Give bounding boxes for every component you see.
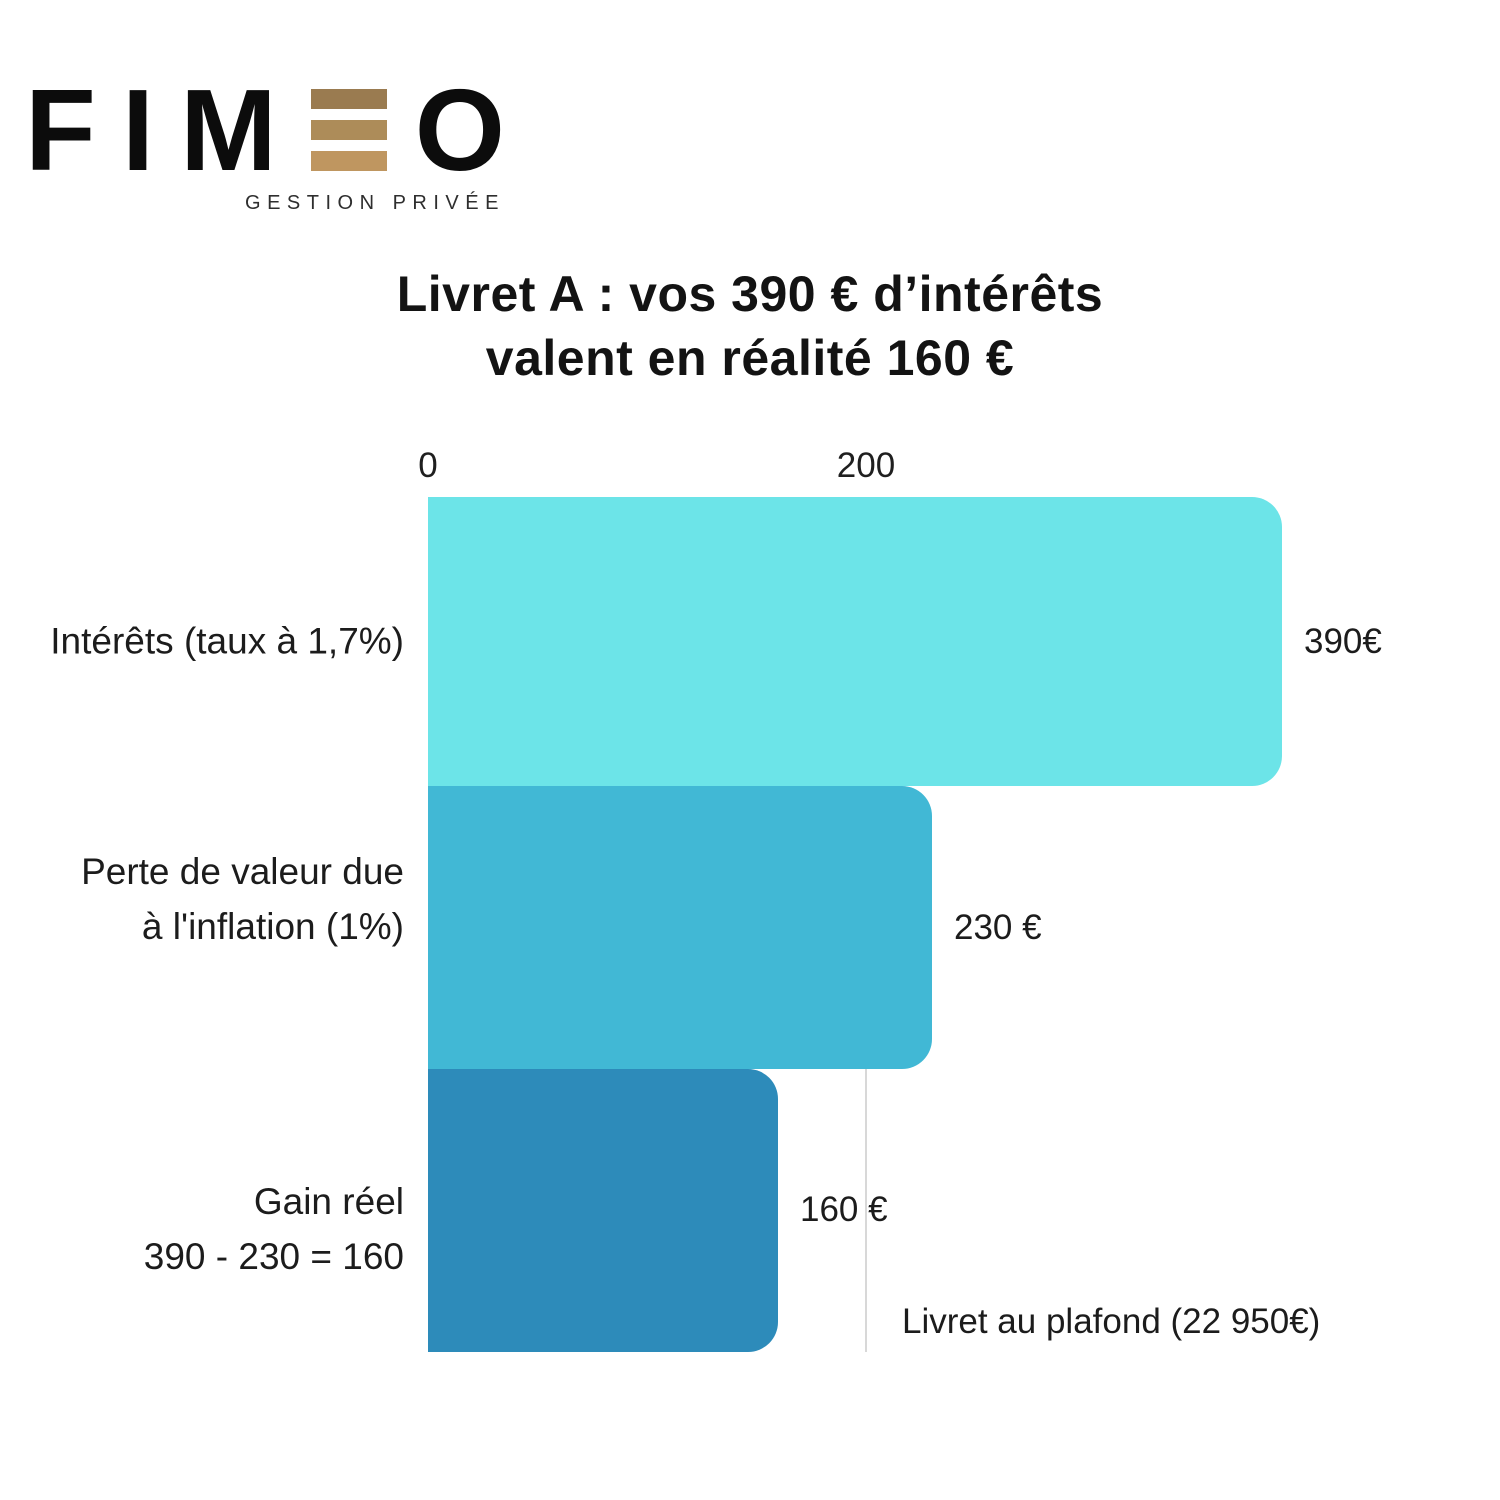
fimeo-logo: FIM O GESTION PRIVÉE [25,65,531,215]
logo-e-bar-middle [310,120,387,140]
category-label-interets: Intérêts (taux à 1,7%) [50,620,404,662]
logo-tagline: GESTION PRIVÉE [245,192,505,214]
logo-text-fim: FIM [25,65,303,195]
chart-title: Livret A : vos 390 € d’intérêts valent e… [0,262,1500,390]
value-label-390: 390€ [1304,622,1382,661]
value-label-160: 160 € [800,1190,888,1229]
category-label-gain-reel: Gain réel 390 - 230 = 160 [143,1181,404,1277]
category-label-perte-inflation: Perte de valeur due à l'inflation (1%) [81,851,404,947]
chart-title-line2: valent en réalité 160 € [485,330,1015,386]
x-axis-tick-200: 200 [836,446,896,485]
logo-wordmark: FIM O [25,65,531,195]
plafond-annotation: Livret au plafond (22 950€) [902,1302,1321,1341]
logo-e-bar-bottom [310,151,387,171]
bar-perte-inflation [428,786,932,1069]
value-label-230: 230 € [954,908,1042,947]
logo-e-bar-top [310,89,387,109]
x-axis-tick-0: 0 [418,446,438,485]
bar-gain-reel [428,1069,778,1352]
bar-interets [428,497,1282,786]
chart-title-line1: Livret A : vos 390 € d’intérêts [396,266,1104,322]
logo-text-o: O [414,65,531,195]
logo-e-bars-icon [310,89,387,171]
